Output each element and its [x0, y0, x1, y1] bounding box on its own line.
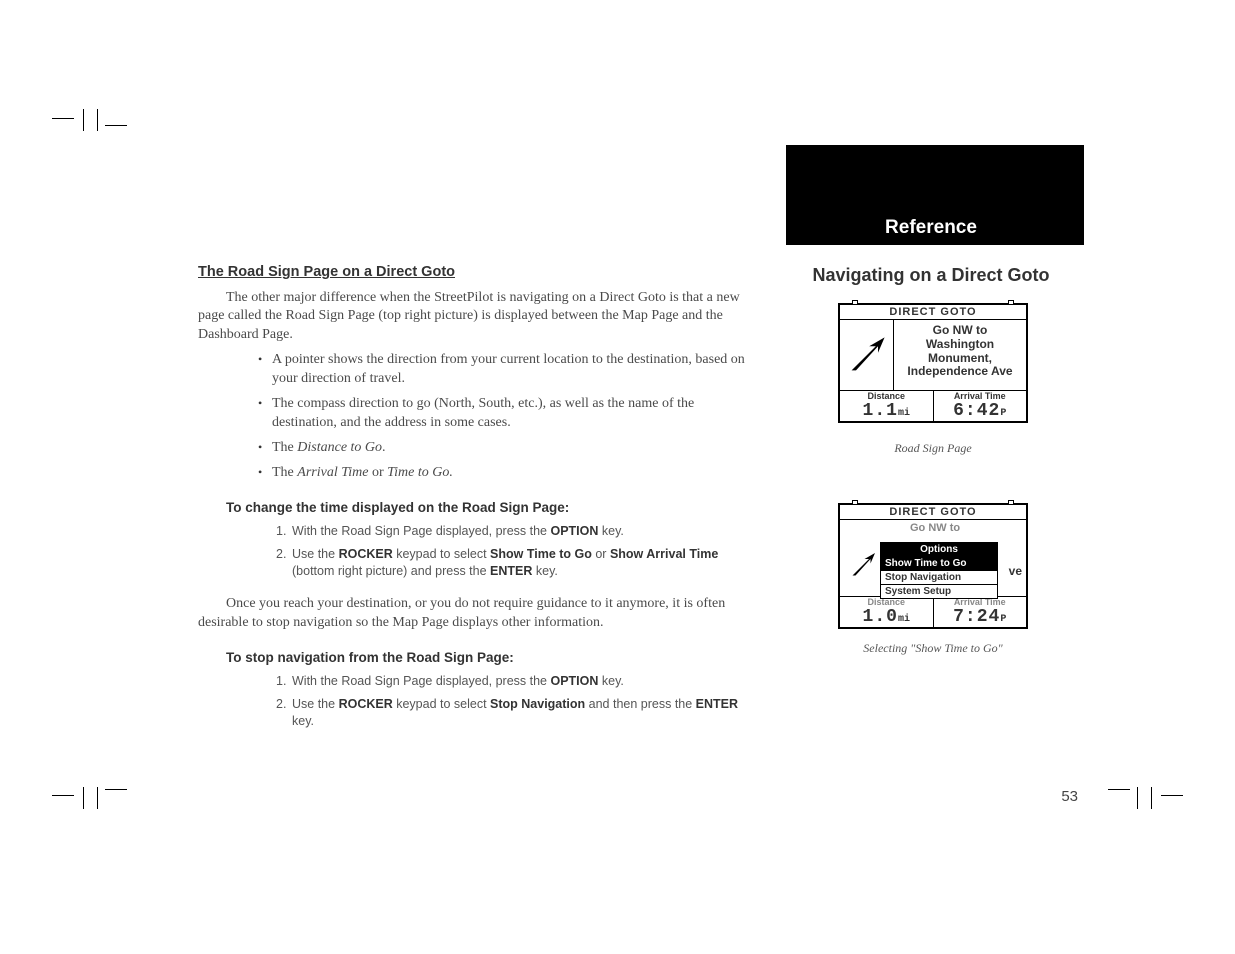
crop-mark [105, 789, 127, 790]
bullet-compass: The compass direction to go (North, Sout… [258, 395, 748, 433]
step-b2: Use the ROCKER keypad to select Stop Nav… [276, 696, 748, 730]
background-text: Go NW to [910, 522, 960, 534]
bullet-distance: The Distance to Go. [258, 439, 748, 458]
stop-nav-steps: With the Road Sign Page displayed, press… [198, 673, 748, 730]
crop-mark [105, 125, 127, 126]
crop-mark [1151, 787, 1152, 809]
crop-mark [83, 109, 84, 131]
road-sign-page-figure: DIRECT GOTO Go NW to Washington Monument… [838, 303, 1028, 423]
destination-text: Go NW to Washington Monument, Independen… [894, 320, 1026, 390]
reference-heading: Reference [786, 217, 1076, 239]
feature-list: A pointer shows the direction from your … [198, 351, 748, 482]
intro-paragraph: The other major difference when the Stre… [198, 289, 748, 346]
figure2-caption: Selecting "Show Time to Go" [838, 641, 1028, 656]
arrival-field: Arrival Time 6:42P [933, 391, 1027, 421]
background-text-fragment: ve [1009, 564, 1022, 578]
change-time-heading: To change the time displayed on the Road… [226, 499, 748, 517]
road-sign-heading: The Road Sign Page on a Direct Goto [198, 263, 748, 283]
distance-field: Distance 1.0mi [840, 597, 933, 627]
device-title: DIRECT GOTO [840, 505, 1026, 520]
crop-mark [1137, 787, 1138, 809]
menu-item-stop-nav: Stop Navigation [881, 570, 997, 584]
direction-arrow-icon [848, 550, 878, 585]
page-number: 53 [1061, 788, 1078, 805]
menu-title: Options [881, 543, 997, 556]
crop-mark [52, 795, 74, 796]
options-menu-figure: DIRECT GOTO Go NW to ve Options Show Tim… [838, 503, 1028, 629]
crop-mark [83, 787, 84, 809]
arrival-field: Arrival Time 7:24P [933, 597, 1027, 627]
crop-mark [1161, 795, 1183, 796]
step-a2: Use the ROCKER keypad to select Show Tim… [276, 546, 748, 580]
menu-item-show-time: Show Time to Go [881, 556, 997, 570]
direction-arrow-icon [840, 320, 894, 390]
options-menu: Options Show Time to Go Stop Navigation … [880, 542, 998, 599]
crop-mark [97, 787, 98, 809]
bullet-arrival: The Arrival Time or Time to Go. [258, 464, 748, 483]
crop-mark [97, 109, 98, 131]
step-a1: With the Road Sign Page displayed, press… [276, 523, 748, 540]
section-subtitle: Navigating on a Direct Goto [786, 265, 1076, 286]
page-content: Reference Navigating on a Direct Goto Th… [198, 145, 1078, 805]
closing-paragraph: Once you reach your destination, or you … [198, 595, 748, 633]
figure1-caption: Road Sign Page [838, 441, 1028, 456]
bullet-pointer: A pointer shows the direction from your … [258, 351, 748, 389]
distance-field: Distance 1.1mi [840, 391, 933, 421]
device-title: DIRECT GOTO [840, 305, 1026, 320]
change-time-steps: With the Road Sign Page displayed, press… [198, 523, 748, 580]
crop-mark [1108, 789, 1130, 790]
crop-mark [52, 118, 74, 119]
step-b1: With the Road Sign Page displayed, press… [276, 673, 748, 690]
stop-nav-heading: To stop navigation from the Road Sign Pa… [226, 649, 748, 667]
body-text: The Road Sign Page on a Direct Goto The … [198, 263, 748, 736]
menu-item-system-setup: System Setup [881, 584, 997, 598]
